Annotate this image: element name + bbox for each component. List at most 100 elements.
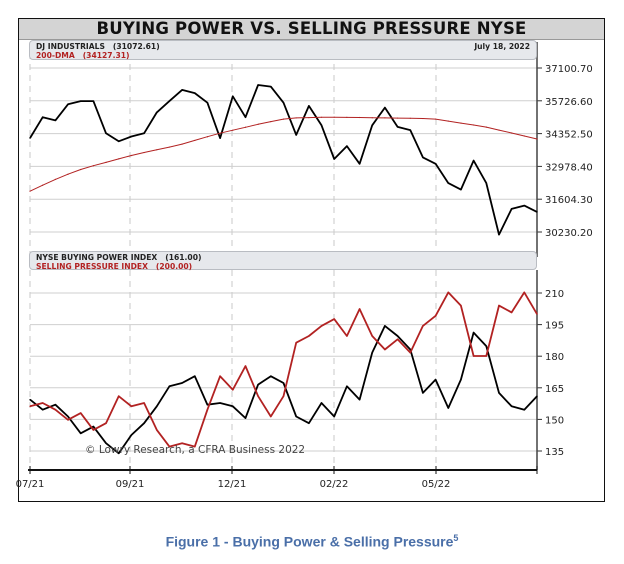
data-point — [511, 132, 513, 134]
data-point — [295, 342, 297, 344]
data-point — [536, 313, 538, 315]
data-point — [473, 124, 475, 126]
data-point — [54, 409, 56, 411]
data-point — [333, 158, 335, 160]
data-point — [536, 211, 538, 213]
data-point — [485, 126, 487, 128]
data-point — [409, 348, 411, 351]
data-point — [80, 100, 82, 102]
data-point — [80, 432, 82, 434]
data-point — [435, 378, 437, 381]
data-point — [206, 102, 209, 104]
y-tick-label: 210 — [545, 289, 564, 300]
data-point — [308, 105, 310, 107]
data-point — [282, 382, 285, 384]
y-tick-label: 30230.20 — [545, 228, 593, 239]
data-point — [270, 415, 272, 418]
y-tick-label: 180 — [545, 352, 564, 363]
upper-legend: DJ INDUSTRIALS (31072.61) July 18, 2022 … — [29, 40, 537, 60]
data-point — [194, 92, 196, 94]
y-tick-label: 34352.50 — [545, 130, 593, 141]
data-point — [42, 116, 44, 118]
figure-caption: Figure 1 - Buying Power & Selling Pressu… — [0, 533, 624, 550]
data-point — [460, 378, 462, 381]
data-point — [219, 402, 221, 404]
data-point — [409, 352, 411, 354]
data-point — [295, 134, 297, 136]
data-point — [358, 308, 361, 310]
data-point — [447, 407, 449, 409]
x-tick-label: 09/21 — [116, 479, 145, 490]
data-point — [143, 132, 145, 134]
legend-dma-value: (34127.31) — [82, 51, 130, 60]
data-point — [80, 168, 82, 171]
data-point — [194, 445, 196, 448]
data-point — [257, 84, 259, 86]
data-point — [485, 355, 487, 357]
y-tick-label: 135 — [545, 447, 564, 458]
data-point — [67, 103, 69, 105]
data-point — [168, 146, 171, 148]
data-point — [29, 405, 31, 407]
data-point — [485, 345, 487, 347]
data-point — [396, 126, 399, 128]
data-point — [282, 118, 285, 120]
data-point — [320, 402, 323, 404]
data-point — [206, 409, 209, 411]
x-tick-label: 05/22 — [422, 479, 451, 490]
data-point — [29, 190, 31, 192]
y-tick-label: 37100.70 — [545, 64, 593, 75]
data-point — [156, 149, 158, 151]
data-point — [270, 375, 272, 377]
data-point — [447, 291, 449, 293]
data-point — [270, 86, 272, 88]
data-point — [54, 178, 56, 180]
data-point — [371, 124, 373, 126]
data-point — [67, 415, 69, 418]
legend-spi-value: (200.00) — [155, 262, 193, 271]
data-point — [511, 311, 513, 313]
data-point — [105, 132, 107, 134]
data-point — [523, 205, 525, 207]
data-point — [181, 143, 183, 145]
data-point — [333, 318, 335, 320]
x-tick-label: 07/21 — [16, 479, 45, 490]
data-point — [485, 182, 487, 184]
data-point — [396, 335, 399, 337]
data-point — [447, 182, 449, 184]
data-point — [460, 188, 462, 191]
data-point — [156, 111, 158, 113]
data-point — [320, 124, 323, 126]
data-point — [168, 445, 171, 448]
data-point — [105, 442, 107, 444]
data-point — [29, 398, 31, 401]
data-point — [168, 385, 171, 387]
data-point — [511, 405, 513, 407]
data-point — [219, 137, 221, 139]
data-point — [473, 160, 475, 162]
data-point — [346, 385, 348, 387]
data-point — [257, 384, 259, 386]
data-point — [346, 145, 348, 147]
data-point — [42, 184, 44, 186]
data-point — [181, 382, 183, 384]
data-point — [435, 315, 437, 317]
data-point — [130, 154, 132, 157]
data-point — [92, 429, 94, 431]
data-point — [396, 338, 399, 340]
data-point — [143, 422, 145, 424]
data-point — [333, 415, 335, 418]
data-point — [523, 291, 525, 293]
data-point — [498, 305, 500, 307]
data-point — [498, 392, 500, 394]
data-point — [42, 402, 44, 404]
y-tick-label: 165 — [545, 384, 564, 395]
data-point — [536, 395, 538, 397]
data-point — [358, 398, 361, 401]
data-point — [42, 409, 44, 411]
data-point — [358, 116, 361, 119]
data-point — [282, 395, 285, 397]
data-point — [308, 117, 310, 119]
data-point — [511, 208, 513, 210]
data-point — [232, 389, 234, 391]
